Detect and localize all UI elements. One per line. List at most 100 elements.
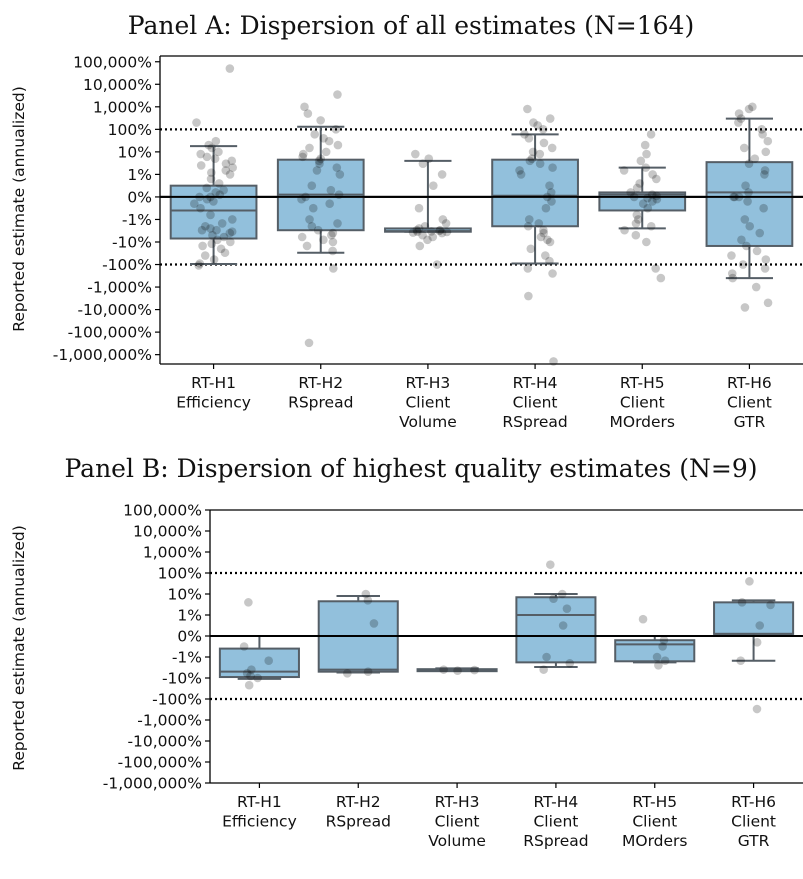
panel-a-ytick-label: 1% (127, 166, 152, 184)
panel-a-ytick-label: -1,000,000% (53, 346, 152, 364)
panel-a-point (206, 224, 215, 233)
panel-a-point (619, 166, 629, 175)
panel-a-category-label: RSpread (502, 413, 567, 431)
panel-a-point (428, 232, 438, 242)
panel-a-category-label: RT-H6 (727, 374, 772, 392)
panel-a-point (427, 227, 436, 236)
panel-b-box-body-4 (515, 596, 597, 664)
panel-a-point (298, 149, 308, 159)
panel-a-point (631, 219, 641, 228)
panel-a-point (307, 221, 317, 231)
panel-b-point (638, 614, 648, 624)
panel-a-point (206, 192, 215, 202)
panel-b-points-1 (239, 598, 273, 690)
panel-a-point (216, 244, 226, 254)
panel-a-point (196, 161, 206, 170)
panel-b-box-4 (515, 593, 597, 669)
panel-a-point (763, 136, 773, 146)
panel-a-point (328, 228, 338, 238)
panel-a-point (525, 156, 535, 166)
panel-a-point (539, 228, 548, 238)
panel-a-point (642, 149, 651, 159)
panel-a-point (652, 194, 662, 204)
panel-b-category-label: RSpread (326, 813, 391, 831)
panel-a-point (740, 215, 750, 224)
panel-b-point (439, 665, 448, 674)
panel-a-point (333, 140, 343, 150)
panel-b-point (736, 656, 746, 665)
panel-b-category-label: RSpread (523, 832, 588, 850)
panel-a-category-label: RT-H5 (620, 374, 665, 392)
panel-b-point (239, 642, 249, 651)
panel-a-point (641, 163, 651, 172)
panel-a-point (207, 239, 217, 249)
panel-a-point (755, 228, 765, 238)
panel-b-category-label: Client (632, 813, 677, 831)
panel-a-point (638, 199, 648, 208)
panel-a-box-3 (384, 159, 472, 233)
panel-a-point (207, 168, 216, 177)
panel-a-point (730, 192, 739, 202)
panel-a-point (545, 114, 555, 123)
panel-a-point (540, 251, 550, 260)
panel-b-ytick-label: -100,000% (118, 754, 202, 772)
panel-a-point (420, 221, 430, 231)
panel-a-ytick-label: -10% (112, 233, 152, 251)
panel-a-point (204, 140, 214, 150)
panel-a-point (220, 248, 230, 258)
panel-b-category-label: Client (731, 813, 776, 831)
panel-a-point (751, 282, 761, 292)
panel-a-point (316, 116, 325, 125)
panel-b-box-6 (713, 599, 795, 662)
panel-a-point (536, 232, 546, 242)
panel-a-point (432, 260, 442, 269)
panel-a-point (738, 260, 748, 269)
panel-b-category-label: RT-H6 (731, 793, 776, 811)
panel-a-category-label: RT-H4 (513, 374, 558, 392)
panel-a-point (535, 159, 545, 168)
panel-a-point (412, 225, 422, 235)
panel-a-point (209, 255, 219, 264)
panel-a-point (429, 181, 438, 190)
panel-a-point (415, 241, 425, 251)
panel-a-ytick-label: -100,000% (68, 324, 152, 342)
panel-a-point (539, 138, 549, 148)
panel-a-point (435, 226, 444, 236)
panel-b-category-label: Client (533, 813, 578, 831)
panel-a-point (312, 166, 322, 175)
panel-b-ytick-label: -10,000% (127, 733, 202, 751)
panel-a-point (413, 227, 422, 237)
panel-a-point (548, 163, 557, 172)
panel-a-point (652, 191, 661, 201)
panel-a-point (748, 102, 757, 112)
panel-a-point (739, 143, 749, 153)
panel-a-points-6 (727, 102, 773, 312)
panel-a-plot: 100,000% 10,000% 1,000% 100% 10% 1% 0% -1% -10% -… (53, 53, 803, 431)
panel-a-point (758, 130, 767, 139)
panel-a-point (541, 203, 551, 213)
panel-a-point (213, 235, 222, 245)
panel-a-point (745, 221, 755, 231)
panel-a-point (313, 225, 323, 235)
panel-a-point (523, 104, 532, 114)
panel-a-category-label: RT-H2 (298, 374, 343, 392)
panel-b-box-body-6 (713, 601, 795, 635)
panel-b-point (658, 642, 667, 651)
panel-a-point (304, 338, 314, 348)
panel-a-point (743, 197, 752, 206)
panel-a-point (543, 235, 552, 245)
panel-a-point (225, 170, 235, 179)
panel-b-point (752, 638, 762, 647)
panel-a-point (744, 188, 753, 197)
panel-a-point (620, 225, 629, 235)
panel-a-point (538, 125, 548, 134)
panel-a-points-3 (408, 149, 452, 269)
panel-a-point (516, 170, 526, 179)
panel-a-point (734, 109, 744, 118)
panel-b-category-label: Client (435, 813, 480, 831)
panel-a-point (225, 64, 235, 73)
panel-a-point (305, 143, 314, 153)
panel-a-point (524, 291, 533, 301)
panel-a-point (414, 203, 424, 213)
